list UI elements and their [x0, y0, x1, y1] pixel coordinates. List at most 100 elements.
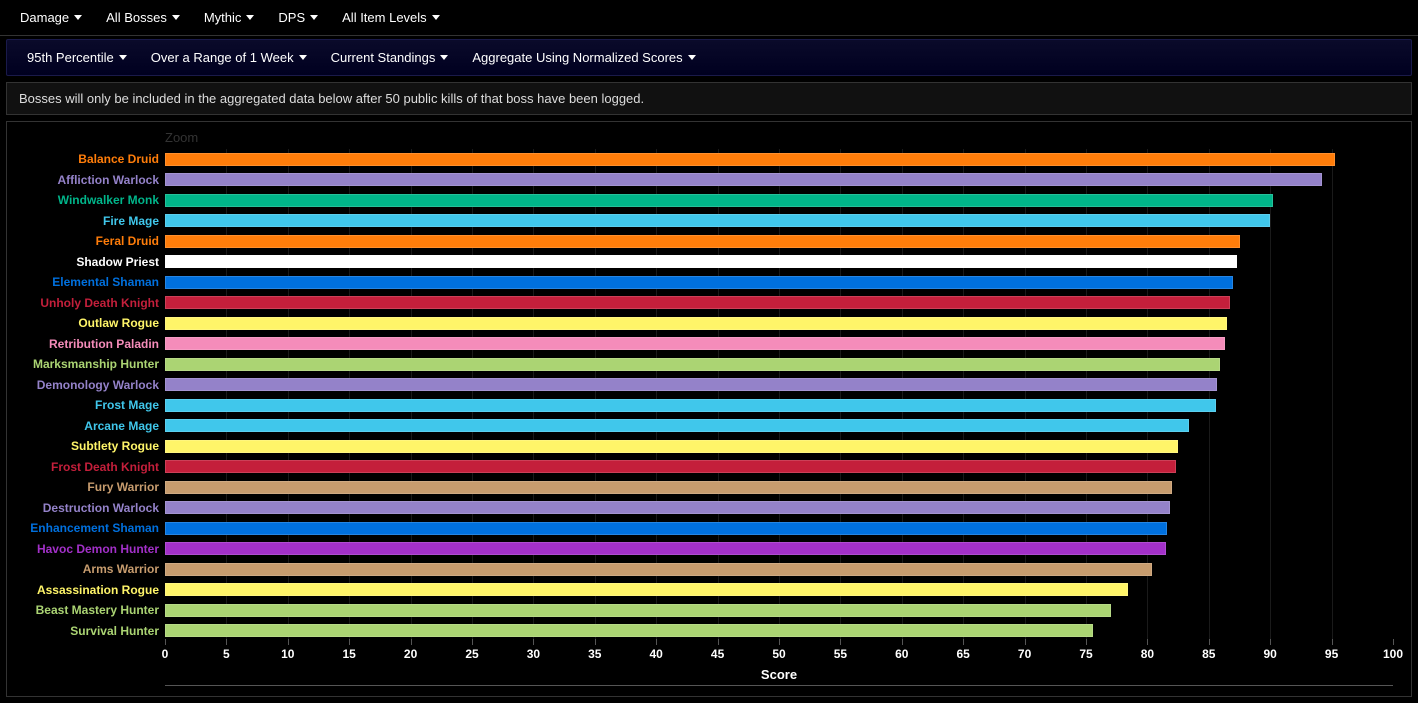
bar[interactable] [165, 153, 1335, 166]
tick-label: 75 [1079, 647, 1092, 661]
tick-label: 90 [1264, 647, 1277, 661]
tick-mark [1209, 639, 1210, 645]
y-label: Windwalker Monk [25, 190, 165, 211]
bar[interactable] [165, 481, 1172, 494]
filter-label: Current Standings [331, 50, 436, 65]
y-label: Assassination Rogue [25, 580, 165, 601]
chevron-down-icon [432, 15, 440, 20]
filter-label: All Bosses [106, 10, 167, 25]
tick-label: 85 [1202, 647, 1215, 661]
bar[interactable] [165, 440, 1178, 453]
bar-row [165, 416, 1393, 437]
y-label: Unholy Death Knight [25, 293, 165, 314]
bar[interactable] [165, 378, 1217, 391]
bar[interactable] [165, 214, 1270, 227]
bar[interactable] [165, 296, 1230, 309]
bar-row [165, 231, 1393, 252]
filter-label: DPS [278, 10, 305, 25]
y-label: Arcane Mage [25, 416, 165, 437]
filter-top-3[interactable]: DPS [266, 4, 330, 31]
bar[interactable] [165, 317, 1227, 330]
y-label: Enhancement Shaman [25, 518, 165, 539]
bar[interactable] [165, 358, 1220, 371]
tick-label: 50 [772, 647, 785, 661]
bar-row [165, 354, 1393, 375]
chevron-down-icon [310, 15, 318, 20]
bar-row [165, 600, 1393, 621]
bar[interactable] [165, 563, 1152, 576]
y-label: Arms Warrior [25, 559, 165, 580]
bar[interactable] [165, 399, 1216, 412]
tick-mark [288, 639, 289, 645]
filter-top-2[interactable]: Mythic [192, 4, 267, 31]
bar[interactable] [165, 604, 1111, 617]
bar[interactable] [165, 337, 1225, 350]
bar[interactable] [165, 624, 1093, 637]
y-label: Havoc Demon Hunter [25, 539, 165, 560]
filter-second-2[interactable]: Current Standings [319, 44, 461, 71]
bar[interactable] [165, 173, 1322, 186]
tick-label: 95 [1325, 647, 1338, 661]
bar[interactable] [165, 235, 1240, 248]
filter-top-0[interactable]: Damage [8, 4, 94, 31]
bar[interactable] [165, 194, 1273, 207]
tick-label: 20 [404, 647, 417, 661]
chart-bars [165, 149, 1393, 641]
y-label: Shadow Priest [25, 252, 165, 273]
bar-row [165, 272, 1393, 293]
bar-row [165, 313, 1393, 334]
bar[interactable] [165, 276, 1233, 289]
bar[interactable] [165, 255, 1237, 268]
chevron-down-icon [688, 55, 696, 60]
x-axis: 0510152025303540455055606570758085909510… [165, 645, 1393, 665]
chevron-down-icon [246, 15, 254, 20]
tick-mark [595, 639, 596, 645]
bar[interactable] [165, 583, 1128, 596]
chart-container: Zoom Balance DruidAffliction WarlockWind… [6, 121, 1412, 697]
tick-label: 70 [1018, 647, 1031, 661]
filter-second-0[interactable]: 95th Percentile [15, 44, 139, 71]
filter-second-1[interactable]: Over a Range of 1 Week [139, 44, 319, 71]
plot-area: 0510152025303540455055606570758085909510… [165, 149, 1393, 682]
tick-mark [1270, 639, 1271, 645]
filter-second-3[interactable]: Aggregate Using Normalized Scores [460, 44, 707, 71]
chevron-down-icon [119, 55, 127, 60]
notice-banner: Bosses will only be included in the aggr… [6, 82, 1412, 115]
zoom-label: Zoom [165, 130, 1393, 145]
y-label: Retribution Paladin [25, 334, 165, 355]
bar-row [165, 334, 1393, 355]
tick-label: 80 [1141, 647, 1154, 661]
bar-row [165, 252, 1393, 273]
bar[interactable] [165, 419, 1189, 432]
tick-mark [656, 639, 657, 645]
bar-row [165, 395, 1393, 416]
tick-label: 35 [588, 647, 601, 661]
bar[interactable] [165, 542, 1166, 555]
tick-label: 55 [834, 647, 847, 661]
bar-row [165, 518, 1393, 539]
filter-top-4[interactable]: All Item Levels [330, 4, 452, 31]
bar-row [165, 149, 1393, 170]
bar[interactable] [165, 460, 1176, 473]
tick-label: 60 [895, 647, 908, 661]
bar[interactable] [165, 501, 1170, 514]
bar-row [165, 539, 1393, 560]
tick-label: 30 [527, 647, 540, 661]
bar[interactable] [165, 522, 1167, 535]
bar-row [165, 621, 1393, 642]
bar-row [165, 457, 1393, 478]
y-label: Outlaw Rogue [25, 313, 165, 334]
tick-mark [1393, 639, 1394, 645]
tick-label: 65 [957, 647, 970, 661]
filter-top-1[interactable]: All Bosses [94, 4, 192, 31]
chevron-down-icon [440, 55, 448, 60]
filter-label: Mythic [204, 10, 242, 25]
y-label: Frost Death Knight [25, 457, 165, 478]
bar-row [165, 580, 1393, 601]
y-label: Elemental Shaman [25, 272, 165, 293]
chevron-down-icon [172, 15, 180, 20]
tick-mark [349, 639, 350, 645]
chevron-down-icon [74, 15, 82, 20]
tick-mark [533, 639, 534, 645]
tick-mark [1086, 639, 1087, 645]
